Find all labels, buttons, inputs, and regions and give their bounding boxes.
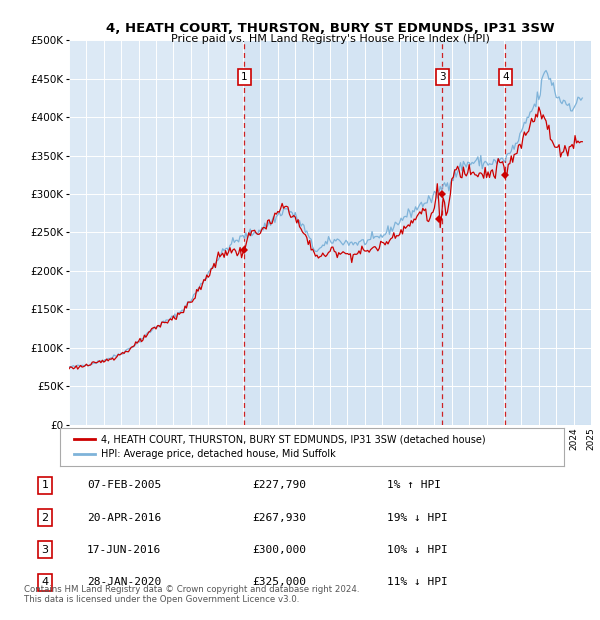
Text: 28-JAN-2020: 28-JAN-2020	[87, 577, 161, 587]
Text: £325,000: £325,000	[252, 577, 306, 587]
Bar	[244, 40, 591, 425]
Text: 2: 2	[41, 513, 49, 523]
Text: 3: 3	[41, 545, 49, 555]
Text: Price paid vs. HM Land Registry's House Price Index (HPI): Price paid vs. HM Land Registry's House …	[170, 34, 490, 44]
Text: 4: 4	[41, 577, 49, 587]
Text: 4: 4	[502, 72, 509, 82]
Text: 07-FEB-2005: 07-FEB-2005	[87, 480, 161, 490]
Text: 3: 3	[439, 72, 446, 82]
Text: £300,000: £300,000	[252, 545, 306, 555]
Text: 20-APR-2016: 20-APR-2016	[87, 513, 161, 523]
Text: 1: 1	[41, 480, 49, 490]
Text: 11% ↓ HPI: 11% ↓ HPI	[387, 577, 448, 587]
Text: 4, HEATH COURT, THURSTON, BURY ST EDMUNDS, IP31 3SW: 4, HEATH COURT, THURSTON, BURY ST EDMUND…	[106, 22, 554, 35]
Text: 19% ↓ HPI: 19% ↓ HPI	[387, 513, 448, 523]
Text: 1: 1	[241, 72, 248, 82]
Text: 1% ↑ HPI: 1% ↑ HPI	[387, 480, 441, 490]
Text: £227,790: £227,790	[252, 480, 306, 490]
Text: 10% ↓ HPI: 10% ↓ HPI	[387, 545, 448, 555]
Text: £267,930: £267,930	[252, 513, 306, 523]
Text: Contains HM Land Registry data © Crown copyright and database right 2024.
This d: Contains HM Land Registry data © Crown c…	[24, 585, 359, 604]
Text: 17-JUN-2016: 17-JUN-2016	[87, 545, 161, 555]
Legend: 4, HEATH COURT, THURSTON, BURY ST EDMUNDS, IP31 3SW (detached house), HPI: Avera: 4, HEATH COURT, THURSTON, BURY ST EDMUND…	[70, 431, 490, 463]
